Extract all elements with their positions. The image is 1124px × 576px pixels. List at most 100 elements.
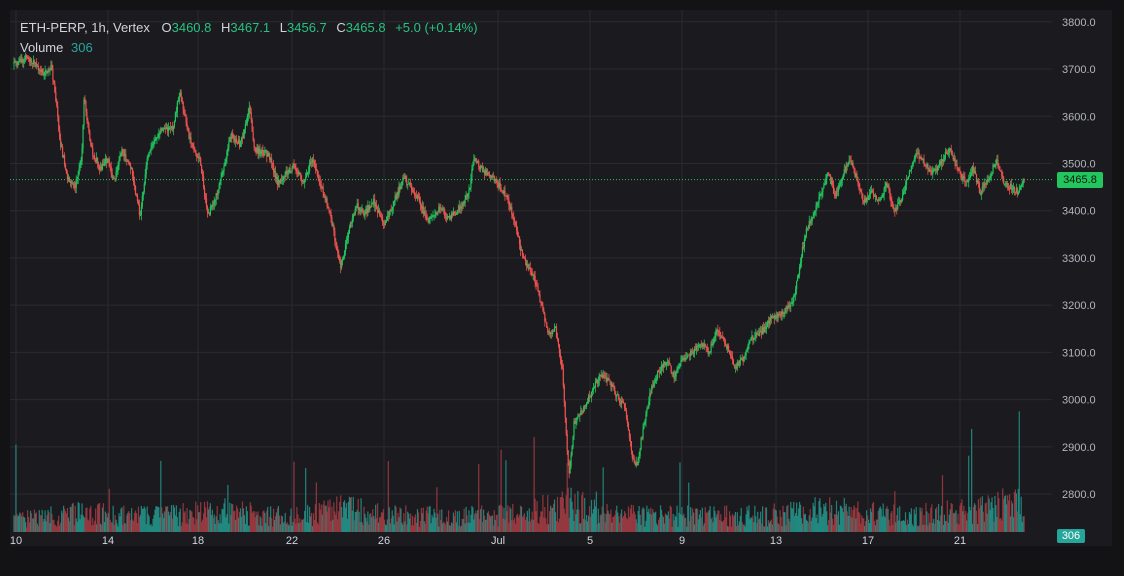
candle-body <box>471 169 473 179</box>
volume-bar <box>756 523 758 532</box>
volume-bar <box>928 513 930 532</box>
time-axis[interactable]: 10 14 18 22 26 Jul 5 9 13 17 21 <box>10 532 1112 546</box>
candle-body <box>447 216 449 219</box>
volume-bar <box>307 522 310 532</box>
volume-bar <box>184 511 186 532</box>
volume-bar <box>97 504 99 532</box>
candle-body <box>640 437 642 449</box>
volume-bar <box>502 518 504 532</box>
volume-bar <box>314 504 316 532</box>
volume-bar <box>340 495 342 532</box>
candle-body <box>91 145 93 148</box>
volume-bar <box>116 523 118 532</box>
volume-bar <box>242 508 245 532</box>
candle-body <box>715 330 717 336</box>
candle-body <box>380 216 383 218</box>
candle-body <box>373 199 375 204</box>
volume-bar <box>717 510 719 532</box>
candle-body <box>474 158 476 160</box>
candle-body <box>867 197 869 200</box>
volume-bar <box>200 502 202 532</box>
candle-body <box>815 205 817 212</box>
candle-body <box>655 379 657 382</box>
candle-body <box>475 158 477 162</box>
symbol-name[interactable]: ETH-PERP <box>20 20 85 35</box>
volume-bar <box>91 525 93 532</box>
candle-body <box>821 192 823 195</box>
volume-bar <box>734 511 736 532</box>
candle-body <box>602 374 604 378</box>
volume-bar <box>422 507 424 532</box>
volume-bar <box>695 508 698 532</box>
volume-bar <box>779 510 781 532</box>
volume-bar <box>713 506 715 532</box>
volume-bar <box>707 511 709 532</box>
candle-body <box>846 164 848 166</box>
candle-body <box>482 167 484 173</box>
volume-bar <box>920 511 922 532</box>
volume-bar <box>435 517 437 532</box>
volume-bar <box>978 508 981 532</box>
price-chart[interactable]: 3800.03700.03600.03500.03400.03300.03200… <box>10 10 1112 546</box>
volume-bar <box>141 508 143 532</box>
candle-body <box>628 430 631 438</box>
candle-body <box>266 150 268 157</box>
volume-bar <box>400 508 402 532</box>
volume-bar <box>542 494 544 532</box>
candle-body <box>517 235 520 237</box>
candle-body <box>153 140 155 144</box>
candle-body <box>661 365 664 368</box>
candle-body <box>840 180 842 183</box>
price-axis[interactable]: 3800.03700.03600.03500.03400.03300.03200… <box>1062 17 1096 546</box>
candle-body <box>638 456 640 459</box>
volume-bar <box>684 517 686 532</box>
candle-body <box>112 177 114 179</box>
volume-bar <box>632 505 634 532</box>
grid-lines <box>10 10 1052 546</box>
volume-bar <box>237 517 240 532</box>
volume-bar <box>874 525 876 532</box>
volume-bar <box>251 512 253 532</box>
candle-body <box>162 129 164 131</box>
volume-bar <box>246 511 248 532</box>
volume-bar <box>517 517 520 532</box>
candle-body <box>778 313 780 315</box>
candle-body <box>217 189 219 195</box>
candle-body <box>507 198 509 200</box>
volume-bar <box>33 509 36 532</box>
volume-bar <box>876 519 878 532</box>
volume-bar <box>965 511 967 532</box>
candle-body <box>902 194 904 200</box>
candle-body <box>801 246 804 257</box>
candle-body <box>401 181 403 188</box>
volume-bar <box>582 492 584 532</box>
volume-bar <box>875 519 877 532</box>
candle-body <box>989 178 991 180</box>
volume-bar <box>1006 504 1008 532</box>
volume-bar <box>268 525 270 532</box>
candle-body <box>283 176 285 178</box>
volume-bar <box>607 510 609 532</box>
volume-bar <box>770 519 772 532</box>
candle-body <box>306 173 308 178</box>
volume-bar <box>368 524 370 532</box>
volume-bar <box>850 507 852 532</box>
low-label: L <box>279 20 288 35</box>
volume-bar <box>646 505 648 532</box>
interval-label[interactable]: 1h <box>91 20 106 35</box>
candle-body <box>706 346 708 348</box>
candle-body <box>742 358 744 362</box>
price-tick-label: 3500.0 <box>1062 158 1096 170</box>
candle-body <box>99 166 102 170</box>
chart-panel[interactable]: 3800.0 3700.0 3600.0 3500.0 3400.0 3300.0 3200… <box>10 10 1112 546</box>
volume-bar <box>1011 503 1014 532</box>
volume-bar <box>842 512 844 532</box>
candle-body <box>969 177 971 179</box>
volume-bar <box>315 482 317 532</box>
volume-bar <box>859 513 861 532</box>
volume-bar <box>808 515 810 532</box>
candle-body <box>659 370 662 373</box>
candle-body <box>245 123 247 125</box>
candle-body <box>580 410 582 416</box>
volume-bar <box>276 508 279 532</box>
